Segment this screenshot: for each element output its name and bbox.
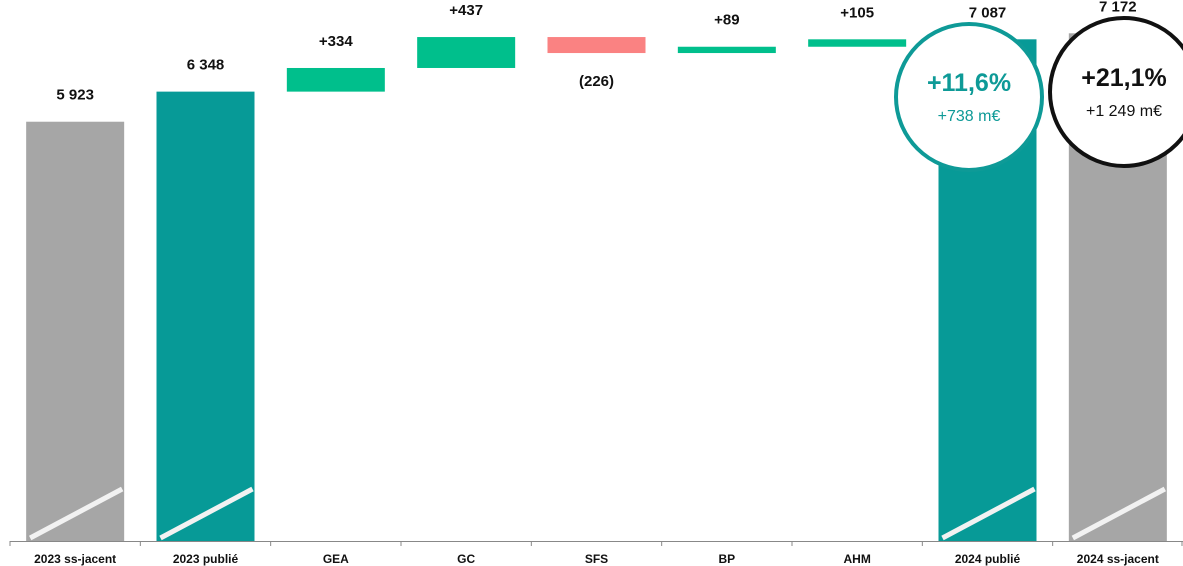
bar-2: [156, 91, 255, 541]
value-label-3: +334: [319, 33, 353, 50]
bar-6: [677, 46, 776, 54]
value-label-2: 6 348: [187, 57, 225, 74]
value-label-1: 5 923: [56, 87, 94, 104]
category-label-4: GC: [457, 552, 475, 566]
growth-published-percent: +11,6%: [926, 68, 1012, 97]
category-label-8: 2024 publié: [955, 552, 1021, 566]
growth-published-amount: +738 m€: [937, 107, 1001, 125]
category-label-2: 2023 publié: [173, 552, 239, 566]
value-label-6: +89: [714, 12, 739, 29]
bar-4: [417, 37, 516, 68]
bar-7: [808, 39, 907, 47]
growth-badge-underlying: +21,1% +1 249 m€: [1048, 16, 1183, 168]
bar-1: [26, 121, 125, 541]
category-label-3: GEA: [323, 552, 349, 566]
value-label-4: +437: [449, 2, 483, 19]
category-label-9: 2024 ss-jacent: [1077, 552, 1159, 566]
growth-underlying-amount: +1 249 m€: [1085, 102, 1163, 120]
category-label-1: 2023 ss-jacent: [34, 552, 116, 566]
growth-badge-published: +11,6% +738 m€: [894, 22, 1044, 172]
category-label-6: BP: [718, 552, 735, 566]
value-label-9: 7 172: [1099, 0, 1137, 15]
category-label-7: AHM: [844, 552, 871, 566]
value-label-5: (226): [579, 73, 614, 90]
value-label-8: 7 087: [969, 4, 1007, 21]
bar-1-stripe: [28, 486, 124, 541]
bar-9-stripe: [1071, 486, 1167, 541]
bar-8-stripe: [941, 486, 1036, 541]
bar-3: [286, 67, 385, 92]
value-label-7: +105: [840, 4, 874, 21]
bar-5: [547, 37, 646, 54]
category-label-5: SFS: [585, 552, 608, 566]
bar-2-stripe: [159, 486, 254, 541]
growth-underlying-percent: +21,1%: [1081, 63, 1167, 92]
